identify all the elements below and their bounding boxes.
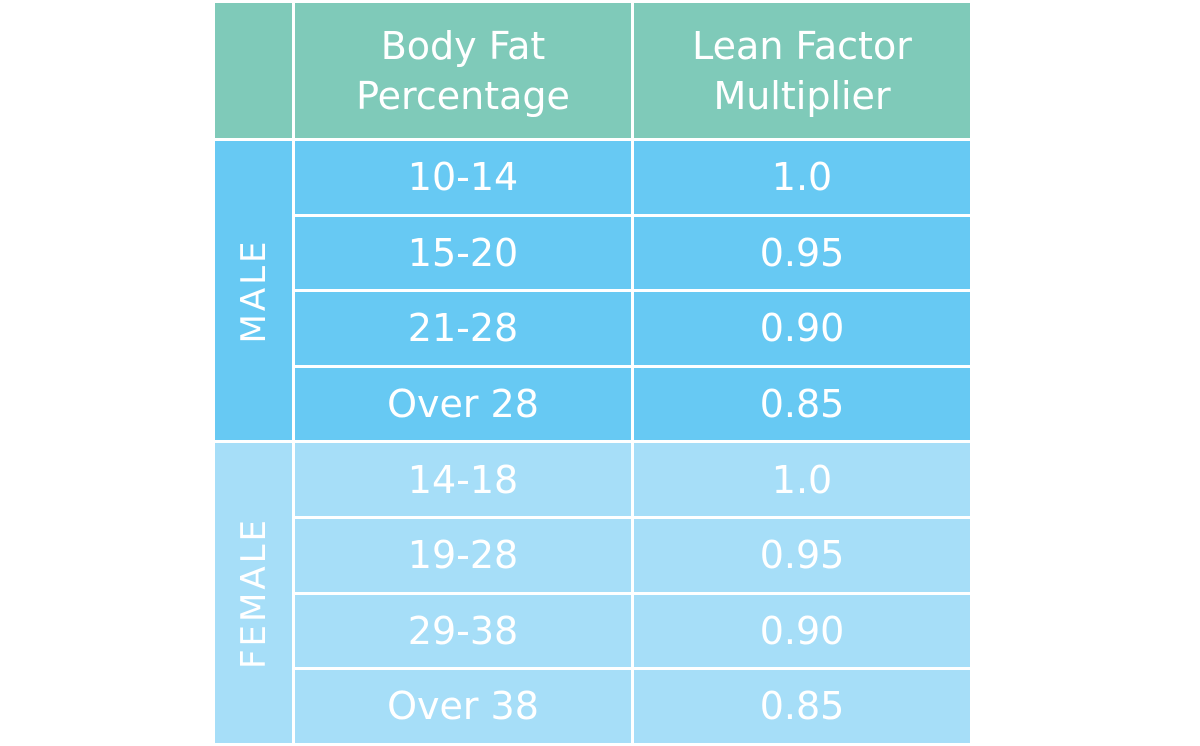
body-fat-cell: 14-18 (292, 440, 634, 519)
body-fat-cell: 21-28 (292, 289, 634, 368)
table-row: FEMALE 14-18 1.0 (212, 440, 973, 746)
header-body-fat-line-1: Body Fat (380, 23, 546, 68)
body-fat-cell: 10-14 (292, 138, 634, 217)
multiplier-cell: 1.0 (631, 440, 973, 519)
group-label-male: MALE (233, 238, 274, 344)
body-fat-cell: 19-28 (292, 515, 634, 595)
table-row: 19-28 0.95 (214, 515, 973, 595)
table-row: 15-20 0.95 (214, 213, 973, 293)
multiplier-cell: 0.90 (631, 289, 973, 368)
group-label-male-cell: MALE (212, 137, 295, 444)
header-lean-factor-multiplier: Lean Factor Multiplier (631, 0, 973, 141)
group-label-female-cell: FEMALE (212, 440, 295, 746)
lean-factor-table-container: Body Fat Percentage Lean Factor Multipli… (212, 0, 973, 746)
table-row: Over 38 0.85 (214, 667, 973, 746)
table-row: 21-28 0.90 (214, 289, 973, 368)
body-fat-cell: Over 38 (292, 667, 634, 746)
table-row: 29-38 0.90 (214, 591, 973, 671)
header-body-fat-percentage: Body Fat Percentage (292, 0, 634, 141)
body-fat-cell: Over 28 (292, 364, 634, 444)
header-multiplier-line-1: Lean Factor (692, 23, 912, 68)
multiplier-cell: 0.95 (631, 213, 973, 293)
group-label-female: FEMALE (233, 517, 274, 670)
multiplier-cell: 0.90 (631, 591, 973, 671)
table-row: Over 28 0.85 (214, 364, 973, 444)
header-body-fat-line-2: Percentage (356, 73, 570, 118)
body-fat-cell: 29-38 (292, 591, 634, 671)
multiplier-cell: 1.0 (631, 138, 973, 217)
header-row: Body Fat Percentage Lean Factor Multipli… (212, 0, 973, 141)
table-row: MALE 10-14 1.0 (212, 137, 973, 444)
header-multiplier-line-2: Multiplier (713, 73, 891, 118)
body-fat-cell: 15-20 (292, 213, 634, 293)
multiplier-cell: 0.85 (631, 667, 973, 746)
lean-factor-table: Body Fat Percentage Lean Factor Multipli… (212, 0, 973, 746)
multiplier-cell: 0.85 (631, 364, 973, 444)
header-corner-cell (212, 0, 295, 141)
multiplier-cell: 0.95 (631, 515, 973, 595)
